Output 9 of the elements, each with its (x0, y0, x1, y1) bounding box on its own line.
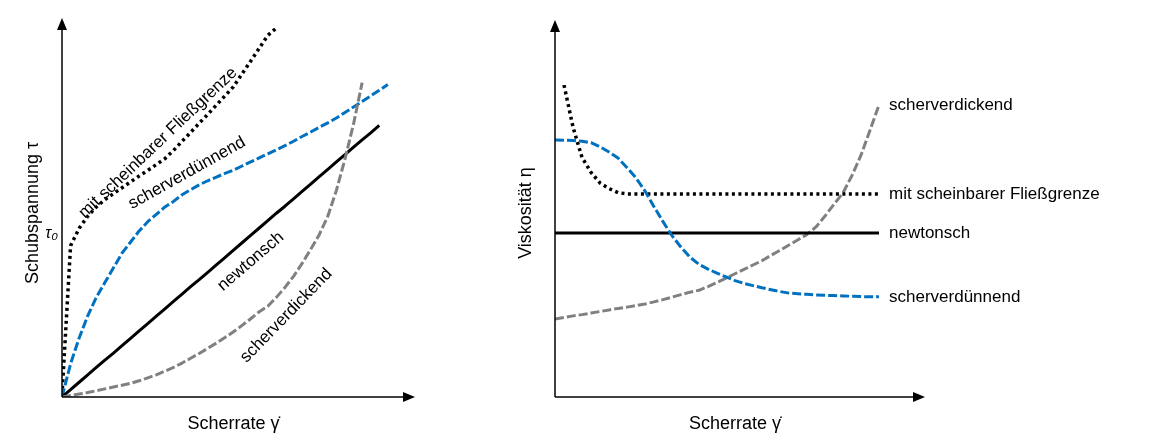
x-axis-title: Scherrate γ̇ (187, 413, 281, 433)
y-axis-title: Schubspannung τ (22, 141, 42, 285)
series-label: newtonsch (889, 223, 971, 243)
x-axis-title: Scherrate γ̇ (688, 413, 783, 433)
series-label: mit scheinbarer Fließgrenze (889, 184, 1100, 204)
series-label: scherverdünnend (889, 287, 1021, 307)
text: τ₀ (45, 224, 59, 241)
series-label: scherverdickend (889, 95, 1013, 115)
y-axis-title: Viskosität η (515, 167, 535, 259)
